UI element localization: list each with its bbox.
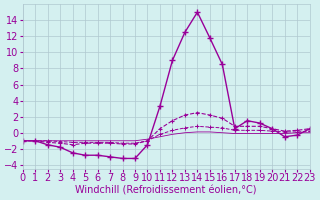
X-axis label: Windchill (Refroidissement éolien,°C): Windchill (Refroidissement éolien,°C) <box>76 186 257 196</box>
